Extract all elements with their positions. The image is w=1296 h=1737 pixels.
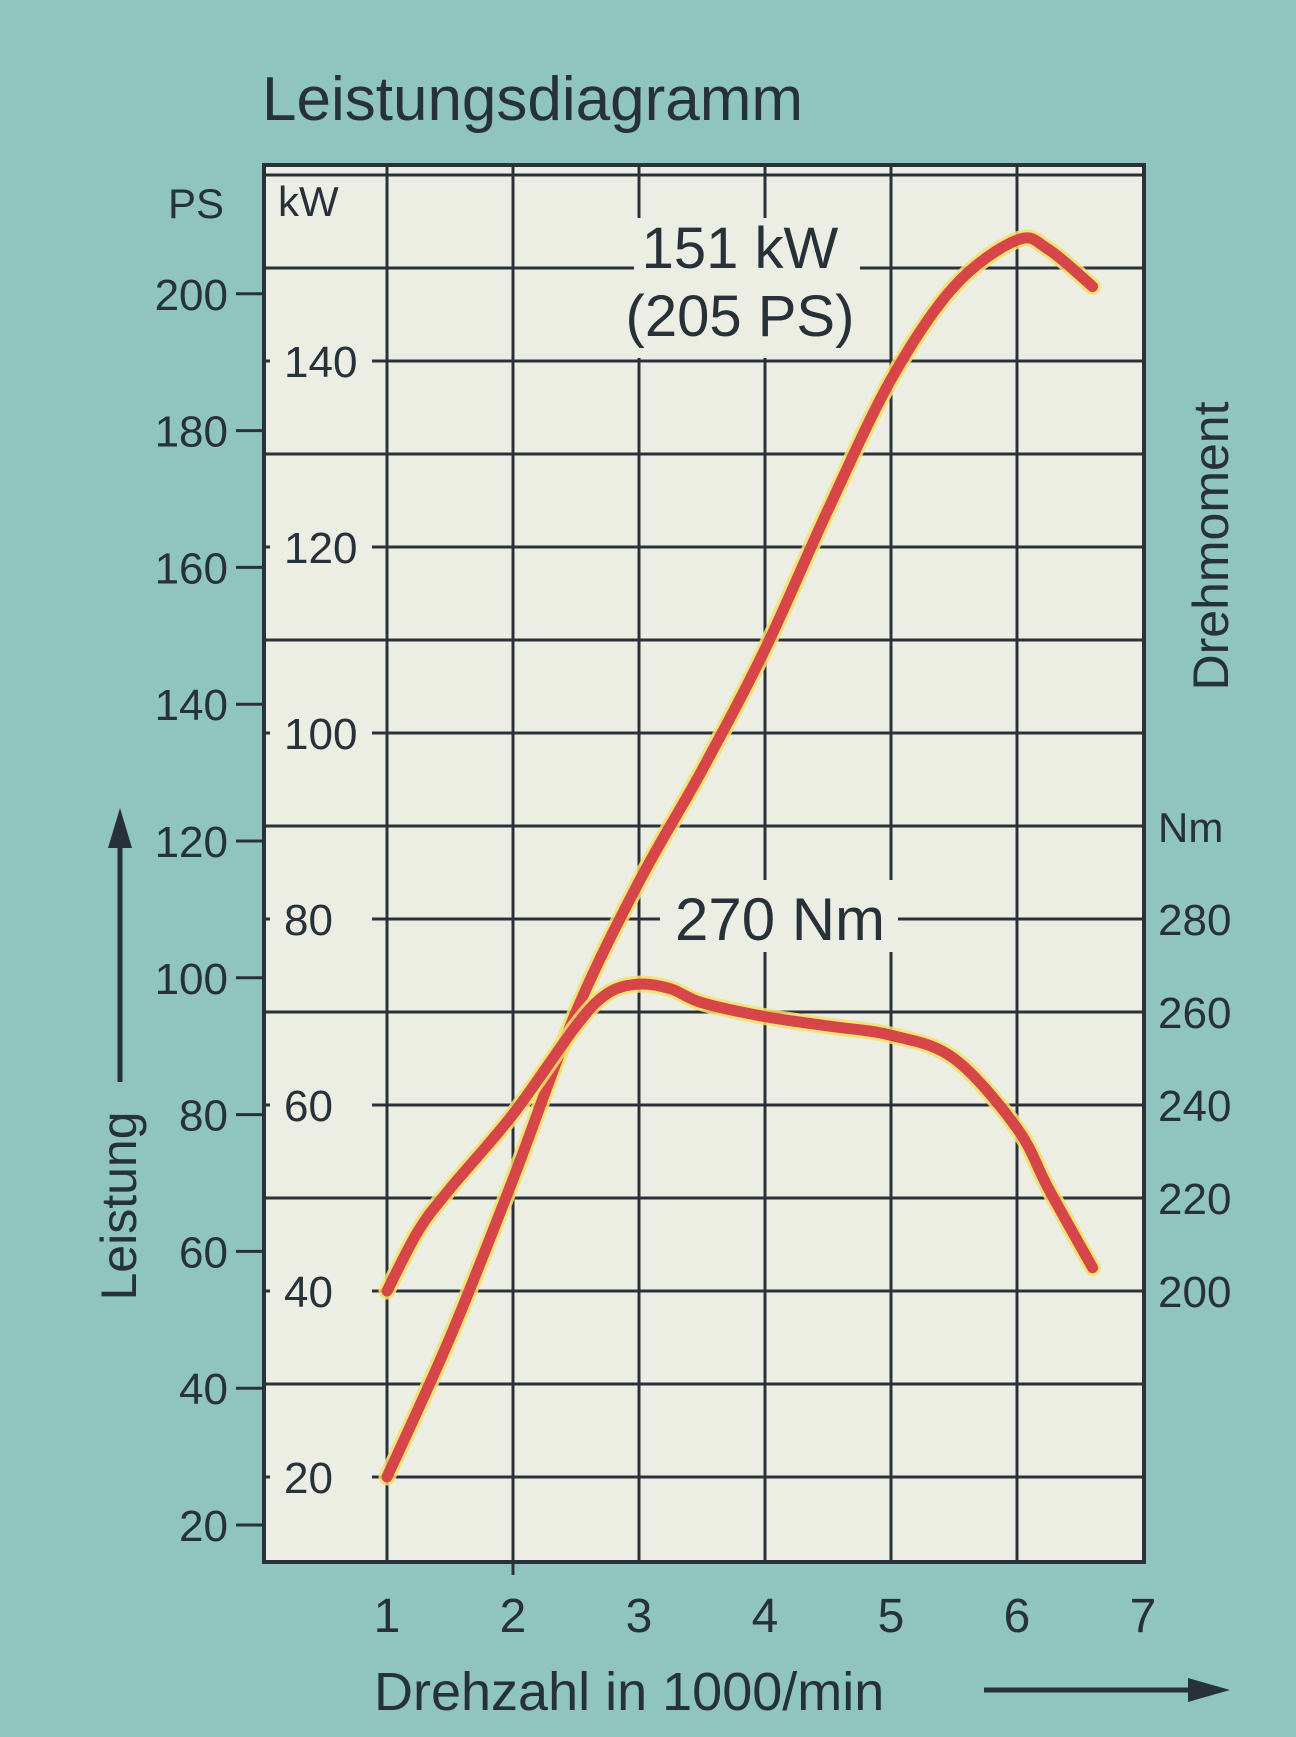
kw-tick-label: 100 xyxy=(284,710,357,759)
kw-label-bg xyxy=(270,1079,372,1131)
nm-unit-label: Nm xyxy=(1158,804,1223,851)
nm-tick-label: 280 xyxy=(1158,896,1231,945)
annotation-bg xyxy=(634,218,860,358)
x-axis-label: Drehzahl in 1000/min xyxy=(374,1662,884,1722)
power-curve xyxy=(381,232,1099,1483)
ps-tick-label: 40 xyxy=(179,1365,228,1414)
kw-label-bg xyxy=(270,1265,372,1317)
curves xyxy=(378,229,1102,1486)
annotation-peak-power: (205 PS) xyxy=(626,284,855,349)
y-axis-arrow-head xyxy=(108,808,132,848)
x-tick-label: 2 xyxy=(500,1590,527,1643)
kw-unit-label: kW xyxy=(278,178,339,225)
nm-tick-label: 240 xyxy=(1158,1082,1231,1131)
kw-label-bg xyxy=(270,707,372,759)
x-tick-label: 3 xyxy=(626,1590,653,1643)
nm-tick-label: 200 xyxy=(1158,1268,1231,1317)
annotations: 151 kW(205 PS) 270 Nm xyxy=(626,216,898,953)
x-axis-arrow-head xyxy=(1188,1678,1230,1702)
kw-tick-label: 20 xyxy=(284,1454,333,1503)
ps-tick-label: 200 xyxy=(155,271,228,320)
kw-label-bg xyxy=(270,335,372,387)
kw-tick-label: 80 xyxy=(284,896,333,945)
torque-curve xyxy=(381,978,1099,1297)
nm-axis: 200 220 240 260 280 xyxy=(1158,896,1231,1317)
ps-tick-label: 60 xyxy=(179,1228,228,1277)
kw-tick-label: 40 xyxy=(284,1268,333,1317)
kw-axis: 20 40 60 80 100 120 140 xyxy=(270,335,372,1503)
kw-tick-label: 60 xyxy=(284,1082,333,1131)
x-tick-label: 7 xyxy=(1130,1590,1157,1643)
y-axis-label: Leistung xyxy=(91,1111,147,1300)
chart-title: Leistungsdiagramm xyxy=(262,65,803,134)
kw-label-bg xyxy=(270,1451,372,1503)
ps-tick-label: 80 xyxy=(179,1092,228,1141)
ps-tick-label: 180 xyxy=(155,408,228,457)
ps-tick-label: 160 xyxy=(155,544,228,593)
ps-tick-label: 120 xyxy=(155,818,228,867)
ps-unit-label: PS xyxy=(168,180,224,227)
nm-tick-label: 260 xyxy=(1158,989,1231,1038)
ps-tick-label: 100 xyxy=(155,955,228,1004)
x-tick-label: 6 xyxy=(1004,1590,1031,1643)
kw-label-bg xyxy=(270,893,372,945)
kw-tick-label: 140 xyxy=(284,338,357,387)
y-axis-right-label: Drehmoment xyxy=(1183,401,1239,690)
nm-tick-label: 220 xyxy=(1158,1175,1231,1224)
annotation-bg xyxy=(660,880,898,952)
x-axis-label-group: Drehzahl in 1000/min xyxy=(374,1662,1230,1722)
ps-tick-label: 140 xyxy=(155,681,228,730)
x-tick-label: 4 xyxy=(752,1590,779,1643)
kw-tick-label: 120 xyxy=(284,524,357,573)
ps-tick-label: 20 xyxy=(179,1502,228,1551)
kw-label-bg xyxy=(270,521,372,573)
plot-area xyxy=(262,163,1146,1564)
x-tick-label: 5 xyxy=(878,1590,905,1643)
x-tick-label: 1 xyxy=(374,1590,401,1643)
annotation-peak-power: 151 kW xyxy=(642,216,839,281)
x-axis: 1 2 3 4 5 6 7 xyxy=(374,1590,1157,1643)
ps-axis: 20 40 60 80 100 120 140 160 180 200 xyxy=(155,271,264,1551)
y-axis-label-group: Leistung xyxy=(91,808,147,1301)
annotation-peak-torque: 270 Nm xyxy=(675,886,885,953)
